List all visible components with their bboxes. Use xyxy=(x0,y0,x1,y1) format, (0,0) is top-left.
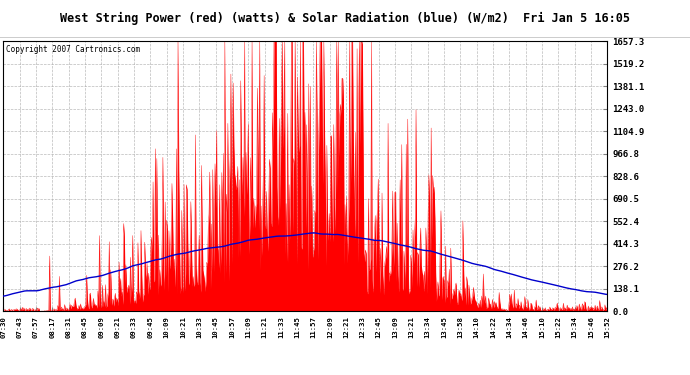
Text: Copyright 2007 Cartronics.com: Copyright 2007 Cartronics.com xyxy=(6,45,141,54)
Text: West String Power (red) (watts) & Solar Radiation (blue) (W/m2)  Fri Jan 5 16:05: West String Power (red) (watts) & Solar … xyxy=(60,12,630,25)
